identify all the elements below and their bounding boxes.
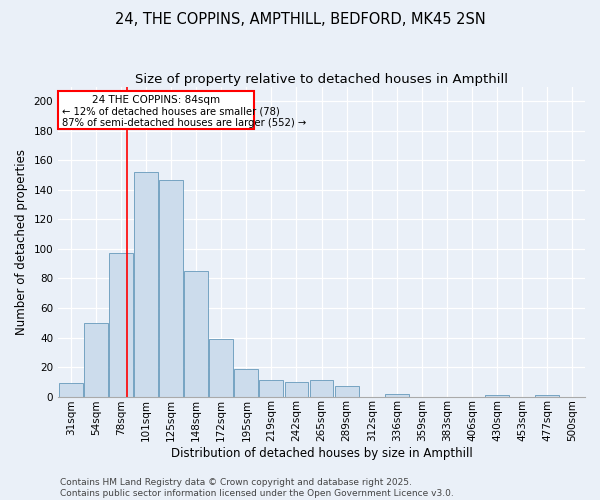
Bar: [84, 323, 108, 396]
Bar: [109, 254, 133, 396]
Bar: [235, 368, 258, 396]
Bar: [385, 394, 409, 396]
Bar: [310, 380, 334, 396]
Bar: [134, 172, 158, 396]
Title: Size of property relative to detached houses in Ampthill: Size of property relative to detached ho…: [135, 72, 508, 86]
Bar: [259, 380, 283, 396]
Text: 24, THE COPPINS, AMPTHILL, BEDFORD, MK45 2SN: 24, THE COPPINS, AMPTHILL, BEDFORD, MK45…: [115, 12, 485, 28]
X-axis label: Distribution of detached houses by size in Ampthill: Distribution of detached houses by size …: [171, 447, 472, 460]
Bar: [209, 339, 233, 396]
Text: 24 THE COPPINS: 84sqm: 24 THE COPPINS: 84sqm: [92, 95, 220, 105]
Bar: [535, 395, 559, 396]
Text: 87% of semi-detached houses are larger (552) →: 87% of semi-detached houses are larger (…: [62, 118, 306, 128]
Bar: [335, 386, 359, 396]
Bar: [59, 384, 83, 396]
Text: ← 12% of detached houses are smaller (78): ← 12% of detached houses are smaller (78…: [62, 106, 280, 117]
Bar: [184, 271, 208, 396]
Bar: [284, 382, 308, 396]
Bar: [485, 395, 509, 396]
Bar: [159, 180, 183, 396]
FancyBboxPatch shape: [58, 91, 254, 130]
Text: Contains HM Land Registry data © Crown copyright and database right 2025.
Contai: Contains HM Land Registry data © Crown c…: [60, 478, 454, 498]
Y-axis label: Number of detached properties: Number of detached properties: [15, 148, 28, 334]
